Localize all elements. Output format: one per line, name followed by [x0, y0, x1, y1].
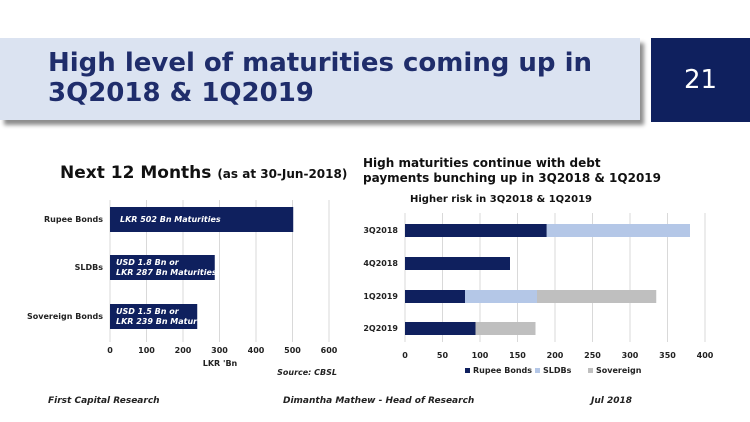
bar-label: LKR 502 Bn Maturities — [120, 215, 221, 224]
left-title-note: (as at 30-Jun-2018) — [217, 167, 348, 181]
left-title-main: Next 12 Months — [60, 163, 212, 183]
bar — [110, 304, 198, 329]
category-label: 4Q2018 — [363, 259, 398, 268]
right-chart: 0 50 100 150 200 250 300 350 400 3Q2018 4Q2018 1Q20… — [363, 213, 714, 375]
bar — [110, 207, 294, 232]
x-tick-label: 250 — [584, 351, 601, 360]
page-number: 21 — [651, 38, 750, 122]
bar-segment — [405, 257, 510, 270]
bar-label: USD 1.5 Bn or — [116, 307, 180, 316]
category-label: SLDBs — [75, 263, 104, 272]
footer-center: Dimantha Mathew - Head of Research — [283, 396, 475, 406]
category-label: Sovereign Bonds — [27, 312, 103, 321]
x-tick-label: 400 — [697, 351, 714, 360]
category-label: Rupee Bonds — [44, 215, 103, 224]
category-label: 1Q2019 — [363, 292, 398, 301]
legend-swatch — [465, 368, 470, 373]
x-tick-label: 100 — [138, 346, 155, 355]
bar-label: LKR 287 Bn Maturities — [116, 268, 217, 277]
category-label: 2Q2019 — [363, 324, 398, 333]
bar-segment — [405, 290, 465, 303]
right-chart-subtitle: Higher risk in 3Q2018 & 1Q2019 — [410, 194, 593, 205]
x-tick-label: 150 — [509, 351, 526, 360]
x-tick-label: 100 — [472, 351, 489, 360]
legend-label: Rupee Bonds — [473, 366, 532, 375]
x-tick-label: 400 — [248, 346, 265, 355]
legend-swatch — [588, 368, 593, 373]
x-tick-label: 0 — [402, 351, 408, 360]
bar-segment — [475, 322, 536, 335]
x-tick-label: 0 — [107, 346, 113, 355]
footer-right: Jul 2018 — [591, 396, 633, 406]
bar-segment — [546, 224, 690, 237]
x-tick-label: 300 — [622, 351, 639, 360]
x-tick-label: 500 — [284, 346, 301, 355]
title-band — [0, 38, 640, 120]
bar-segment — [537, 290, 657, 303]
x-axis-label: LKR 'Bn — [203, 359, 238, 368]
source-note: Source: CBSL — [277, 368, 337, 377]
bar-segment — [405, 224, 547, 237]
footer-left: First Capital Research — [48, 396, 160, 406]
legend-swatch — [535, 368, 540, 373]
x-tick-label: 600 — [321, 346, 338, 355]
x-tick-label: 200 — [175, 346, 192, 355]
left-chart-title: Next 12 Months (as at 30-Jun-2018) — [60, 163, 347, 183]
bar-label: USD 1.8 Bn or — [116, 258, 180, 267]
page-title: High level of maturities coming up in 3Q… — [48, 48, 593, 108]
bar-label: LKR 239 Bn Maturities — [116, 317, 217, 326]
x-tick-label: 50 — [437, 351, 449, 360]
legend-label: Sovereign — [596, 366, 642, 375]
left-chart: 0 100 200 300 400 500 600 Rupee Bonds LKR 502 Bn… — [27, 200, 338, 377]
bar-segment — [465, 290, 537, 303]
bar-segment — [405, 322, 476, 335]
x-tick-label: 350 — [659, 351, 676, 360]
legend-label: SLDBs — [543, 366, 572, 375]
bar — [110, 255, 215, 280]
x-tick-label: 300 — [211, 346, 228, 355]
right-chart-heading: High maturities continue with debt payme… — [363, 156, 662, 185]
x-tick-label: 200 — [547, 351, 564, 360]
category-label: 3Q2018 — [363, 226, 398, 235]
